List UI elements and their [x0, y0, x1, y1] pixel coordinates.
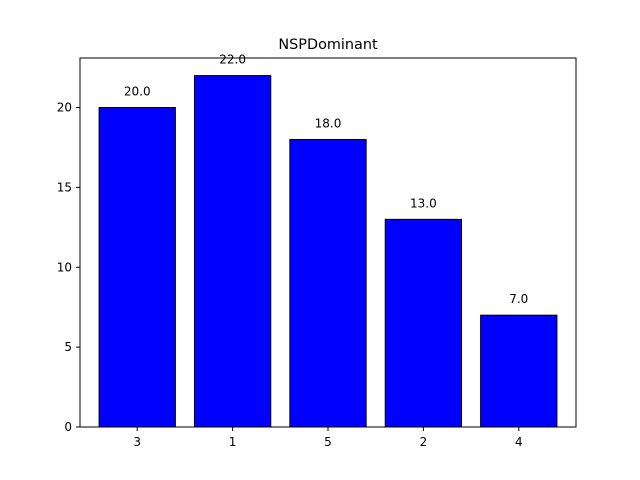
bar-1 — [193, 75, 272, 428]
bar-value-label: 7.0 — [509, 292, 528, 306]
y-tick-label: 20 — [57, 101, 72, 115]
x-axis: 3 1 5 2 4 — [133, 427, 523, 449]
value-labels-group: 20.0 22.0 18.0 13.0 7.0 — [124, 53, 528, 307]
bar-2 — [384, 218, 463, 428]
x-tick-label: 2 — [420, 435, 428, 449]
bar-value-label: 20.0 — [124, 85, 151, 99]
bar-3 — [98, 107, 176, 428]
bar-value-label: 22.0 — [219, 53, 246, 67]
y-tick-label: 0 — [64, 420, 72, 434]
x-tick-label: 1 — [229, 435, 237, 449]
bar-5 — [289, 138, 367, 428]
y-tick-label: 10 — [57, 260, 72, 274]
bars-group — [98, 75, 558, 428]
x-tick-label: 5 — [324, 435, 332, 449]
x-tick-label: 4 — [515, 435, 523, 449]
y-tick-label: 15 — [57, 180, 72, 194]
chart-title: NSPDominant — [278, 37, 378, 53]
bar-value-label: 18.0 — [315, 116, 342, 130]
y-tick-label: 5 — [64, 340, 72, 354]
x-tick-label: 3 — [133, 435, 141, 449]
y-axis: 0 5 10 15 20 — [57, 101, 80, 434]
bar-4 — [480, 314, 558, 428]
bar-value-label: 13.0 — [410, 196, 437, 210]
